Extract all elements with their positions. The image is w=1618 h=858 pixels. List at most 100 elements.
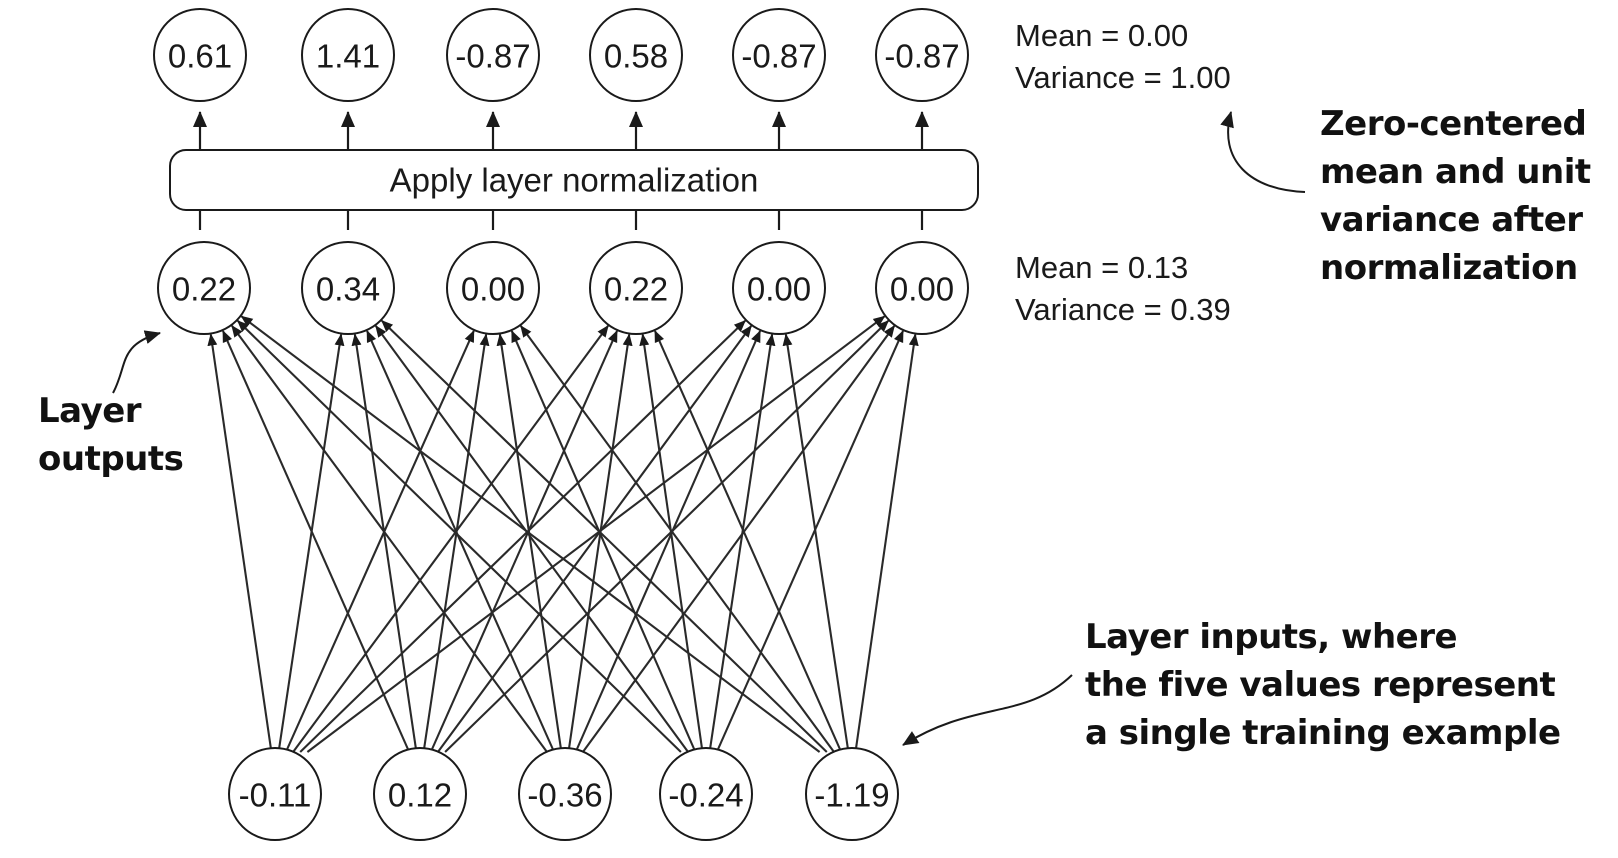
layer-input-value: -0.24 [668,777,743,814]
edge-input-4-to-output-3 [510,330,697,753]
normalized-output-value: 1.41 [316,38,380,75]
edge-input-5-to-output-5 [782,333,850,753]
edge-input-5-to-output-1 [240,315,821,753]
normalized-output-node: 0.61 [153,8,247,102]
normalized-output-value: 0.58 [604,38,668,75]
layer-output-nodes: 0.22 0.34 0.00 0.22 0.00 0.00 [157,241,969,335]
edge-input-3-to-output-5 [574,330,762,753]
layer-output-circle [301,241,395,335]
edge-input-4-to-output-2 [374,325,689,753]
normalized-output-circle [732,8,826,102]
annotation-inputs-line-2: the five values represent [1085,665,1555,705]
edge-input-5-to-output-6 [854,333,919,753]
normalized-output-circle [875,8,969,102]
edge-input-5-to-output-4 [654,330,843,753]
layer-input-node: 0.12 [373,747,467,841]
annotation-after-line-2: mean and unit [1320,152,1591,192]
layer-input-circle [518,747,612,841]
normalized-output-value: 0.61 [168,38,232,75]
layer-input-node: -0.36 [518,747,612,841]
normalized-output-circle [301,8,395,102]
norm-box-output-arrows [193,111,929,150]
layer-input-value: 0.12 [388,777,452,814]
normalized-output-node: 0.58 [589,8,683,102]
edge-input-4-to-output-1 [236,320,682,753]
edge-input-1-to-output-3 [284,329,475,753]
layer-input-value: -1.19 [814,777,889,814]
layer-output-value: 0.34 [316,271,380,308]
edge-input-3-to-output-3 [496,333,563,753]
variance-before: Variance = 0.39 [1015,292,1231,327]
layer-output-value: 0.22 [172,271,236,308]
normalized-output-node: 1.41 [301,8,395,102]
annotation-after-arrow [1220,111,1306,193]
edge-input-4-to-output-5 [708,333,776,753]
layer-input-node: -0.24 [659,747,753,841]
layer-normalization-box: Apply layer normalization [169,149,979,211]
edge-input-1-to-output-6 [306,315,886,753]
edge-input-2-to-output-6 [444,320,890,753]
edge-input-1-to-output-1 [207,333,273,753]
normalized-output-node: -0.87 [732,8,826,102]
layer-output-node: 0.22 [589,241,683,335]
layer-output-value: 0.00 [461,271,525,308]
layer-input-value: -0.36 [527,777,602,814]
layer-output-circle [875,241,969,335]
normalized-output-value: -0.87 [884,38,959,75]
layer-output-circle [732,241,826,335]
layer-output-value: 0.00 [747,271,811,308]
layer-input-nodes: -0.11 0.12 -0.36 -0.24 -1.19 [228,747,899,841]
edge-input-2-to-output-1 [222,330,411,753]
normalized-output-nodes: 0.61 1.41 -0.87 0.58 -0.87 -0.87 [153,8,969,102]
layer-input-circle [659,747,753,841]
layer-input-value: -0.11 [239,777,312,814]
layer-output-node: 0.22 [157,241,251,335]
annotation-after-normalization: Zero-centered mean and unit variance aft… [1220,104,1591,288]
layer-input-node: -0.11 [228,747,322,841]
edge-input-4-to-output-4 [639,333,704,753]
norm-box-input-lines [198,210,924,230]
connection-lines [207,315,919,753]
annotation-inputs-arrow [902,674,1073,746]
edge-input-3-to-output-4 [567,333,633,753]
normalized-output-node: -0.87 [875,8,969,102]
layer-output-circle [589,241,683,335]
annotation-after-line-3: variance after [1320,200,1583,240]
edge-input-3-to-output-2 [366,330,556,753]
annotation-inputs-line-3: a single training example [1085,713,1561,753]
edge-input-5-to-output-3 [519,325,835,753]
edge-input-2-to-output-5 [437,325,753,753]
edge-input-4-to-output-6 [715,330,904,753]
normalized-output-circle [153,8,247,102]
layer-output-node: 0.34 [301,241,395,335]
edge-input-1-to-output-2 [277,333,345,753]
layer-input-node: -1.19 [805,747,899,841]
normalized-output-circle [446,8,540,102]
edge-input-5-to-output-2 [381,319,828,753]
layer-input-circle [805,747,899,841]
edge-input-2-to-output-4 [429,330,618,753]
edge-input-3-to-output-6 [582,325,896,753]
annotation-after-line-4: normalization [1320,248,1578,288]
norm-box-label: Apply layer normalization [390,162,759,199]
edge-input-3-to-output-1 [231,324,548,753]
annotation-outputs-line-2: outputs [38,439,183,479]
edge-input-1-to-output-4 [292,324,609,753]
annotation-layer-outputs: Layer outputs [38,330,184,479]
normalized-output-value: -0.87 [741,38,816,75]
layer-output-value: 0.00 [890,271,954,308]
stats-before-normalization: Mean = 0.13 Variance = 0.39 [1015,250,1231,327]
normalized-output-node: -0.87 [446,8,540,102]
annotation-outputs-line-1: Layer [38,391,142,431]
edge-input-1-to-output-5 [299,319,746,753]
mean-before: Mean = 0.13 [1015,250,1188,285]
layer-input-circle [228,747,322,841]
annotation-inputs-line-1: Layer inputs, where [1085,617,1457,657]
edge-input-2-to-output-2 [351,333,418,753]
layer-output-circle [446,241,540,335]
annotation-layer-inputs: Layer inputs, where the five values repr… [902,617,1561,753]
mean-after: Mean = 0.00 [1015,18,1188,53]
variance-after: Variance = 1.00 [1015,60,1231,95]
layer-output-node: 0.00 [446,241,540,335]
